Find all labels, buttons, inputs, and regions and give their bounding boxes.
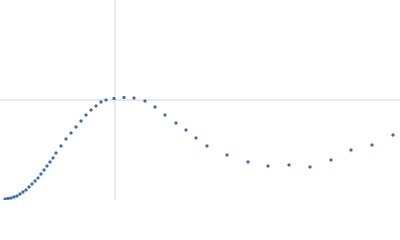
data-point bbox=[184, 128, 188, 132]
data-point bbox=[246, 160, 250, 164]
data-point bbox=[39, 172, 43, 176]
data-point bbox=[3, 197, 7, 200]
data-point bbox=[122, 95, 126, 100]
data-point bbox=[349, 148, 353, 152]
data-point bbox=[370, 143, 374, 147]
data-point bbox=[329, 158, 333, 162]
data-point bbox=[99, 100, 103, 104]
data-point bbox=[30, 182, 34, 186]
page: {"chart_data": {"type": "scatter", "x": … bbox=[0, 0, 400, 200]
data-point bbox=[153, 105, 157, 109]
data-point bbox=[33, 179, 37, 183]
data-point bbox=[194, 136, 198, 140]
data-point bbox=[21, 190, 25, 194]
data-point bbox=[79, 119, 83, 123]
data-point bbox=[143, 99, 147, 103]
data-point bbox=[89, 108, 93, 112]
chart bbox=[0, 0, 400, 200]
data-point bbox=[69, 131, 73, 135]
data-point bbox=[391, 133, 395, 137]
data-point bbox=[205, 144, 209, 148]
data-point bbox=[94, 104, 98, 108]
data-point bbox=[84, 113, 88, 117]
data-point bbox=[42, 168, 46, 172]
data-point bbox=[163, 113, 167, 117]
data-point bbox=[18, 192, 22, 196]
data-point bbox=[132, 96, 136, 100]
data-point bbox=[74, 125, 78, 129]
data-point bbox=[266, 164, 270, 168]
data-point bbox=[112, 96, 116, 101]
data-point bbox=[9, 196, 13, 200]
data-point bbox=[104, 98, 108, 102]
data-point bbox=[15, 194, 19, 198]
data-point bbox=[59, 144, 63, 148]
data-point bbox=[308, 165, 312, 169]
data-point bbox=[64, 137, 68, 141]
data-point bbox=[225, 153, 229, 157]
data-point bbox=[51, 156, 55, 160]
data-point bbox=[174, 121, 178, 125]
data-point bbox=[12, 195, 16, 199]
data-point bbox=[287, 163, 291, 167]
data-point bbox=[54, 151, 58, 155]
data-point bbox=[45, 164, 49, 168]
data-point bbox=[24, 188, 28, 192]
data-point bbox=[6, 196, 10, 200]
data-point bbox=[36, 176, 40, 180]
data-point bbox=[48, 160, 52, 164]
data-point bbox=[27, 185, 31, 189]
